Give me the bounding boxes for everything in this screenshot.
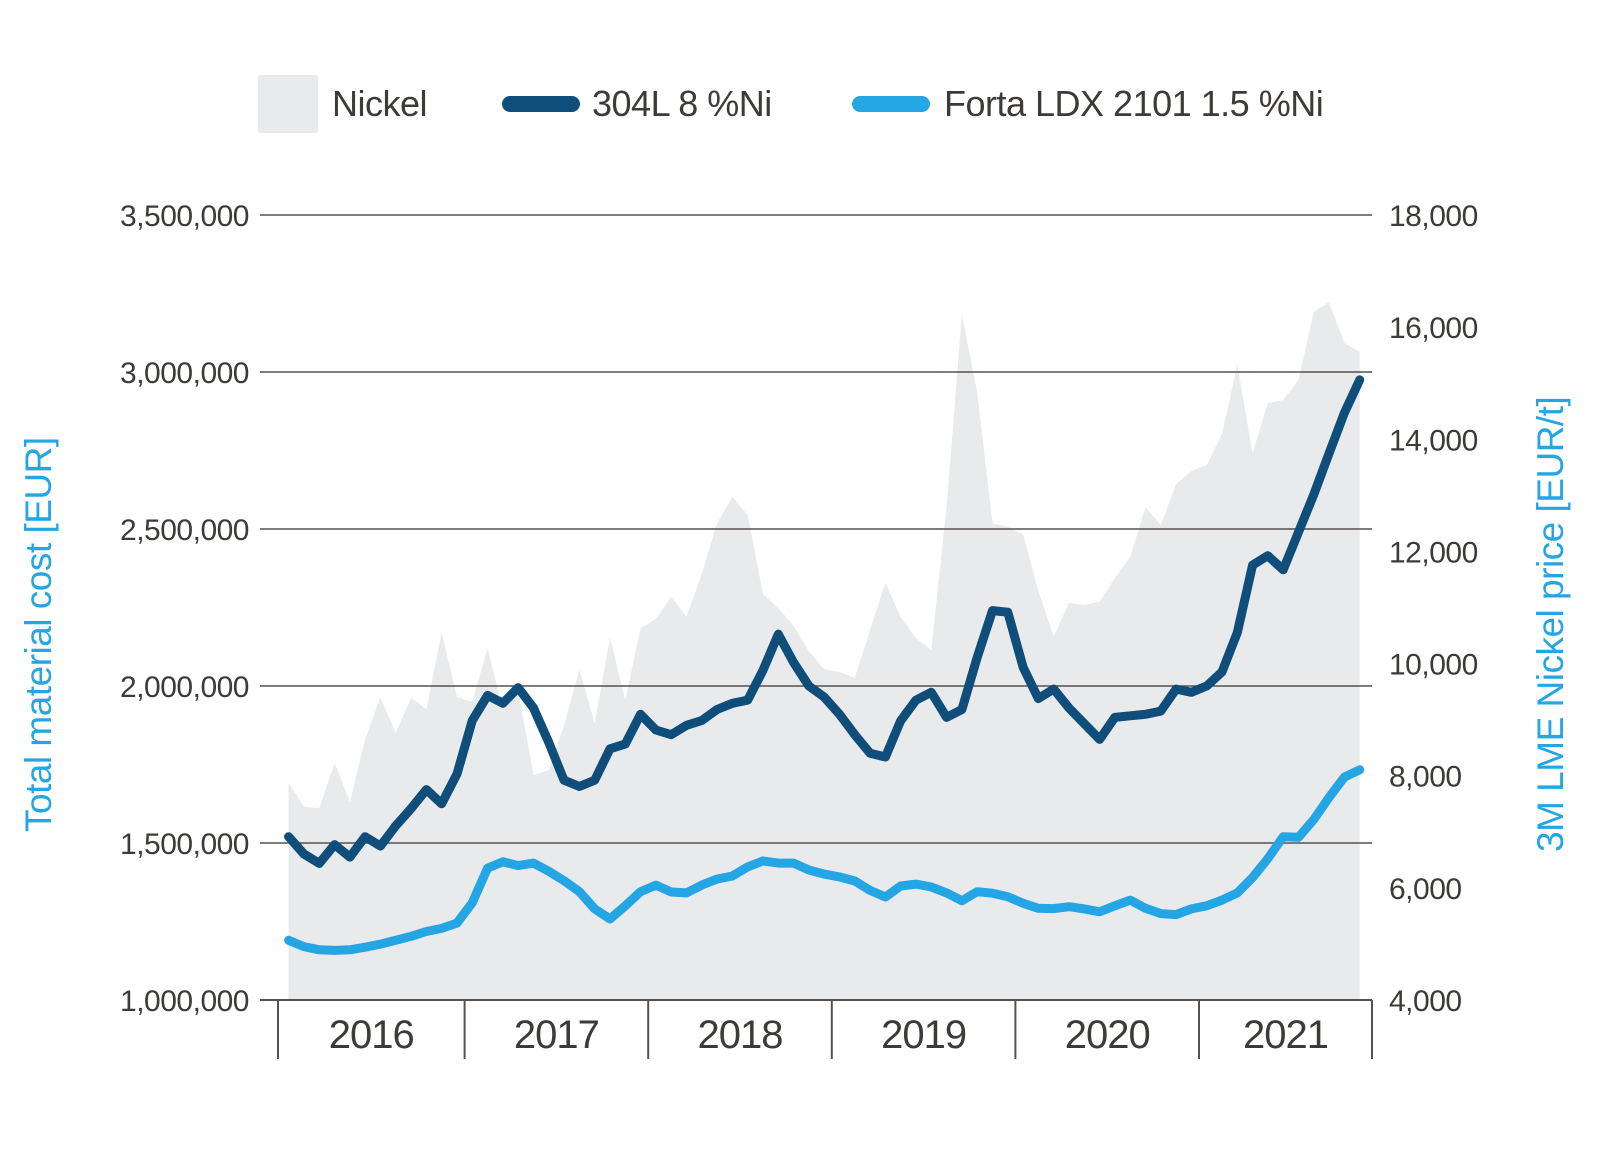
forta-line-swatch — [852, 96, 930, 112]
right-tick-label: 6,000 — [1389, 873, 1462, 906]
left-tick-label: 3,000,000 — [120, 357, 249, 390]
legend-label-forta: Forta LDX 2101 1.5 %Ni — [944, 83, 1324, 124]
right-tick-label: 12,000 — [1389, 536, 1478, 569]
year-label: 2016 — [329, 1013, 414, 1057]
forta-line — [284, 765, 1365, 955]
right-tick-label: 14,000 — [1389, 424, 1478, 457]
left-tick-label: 3,500,000 — [120, 200, 249, 233]
right-tick-label: 10,000 — [1389, 649, 1478, 682]
right-tick-label: 4,000 — [1389, 985, 1462, 1018]
left-tick-label: 2,500,000 — [120, 514, 249, 547]
year-label: 2018 — [698, 1013, 783, 1057]
304l-line-swatch — [502, 96, 580, 112]
left-tick-label: 1,000,000 — [120, 985, 249, 1018]
year-label: 2017 — [514, 1013, 599, 1057]
left-tick-label: 2,000,000 — [120, 671, 249, 704]
right-tick-label: 8,000 — [1389, 761, 1462, 794]
nickel-area-swatch — [258, 75, 318, 133]
legend-label-304l: 304L 8 %Ni — [592, 83, 772, 124]
year-label: 2019 — [881, 1013, 966, 1057]
year-label: 2021 — [1243, 1013, 1328, 1057]
year-label: 2020 — [1065, 1013, 1150, 1057]
304l-line — [284, 375, 1365, 868]
right-axis-title: 3M LME Nickel price [EUR/t] — [1530, 396, 1571, 852]
left-tick-label: 1,500,000 — [120, 828, 249, 861]
right-tick-label: 16,000 — [1389, 312, 1478, 345]
nickel-area — [288, 302, 1360, 1001]
left-axis-title: Total material cost [EUR] — [18, 437, 59, 832]
legend-label-nickel: Nickel — [332, 83, 428, 124]
right-tick-label: 18,000 — [1389, 200, 1478, 233]
legend: Nickel 304L 8 %Ni Forta LDX 2101 1.5 %Ni — [0, 0, 1600, 150]
